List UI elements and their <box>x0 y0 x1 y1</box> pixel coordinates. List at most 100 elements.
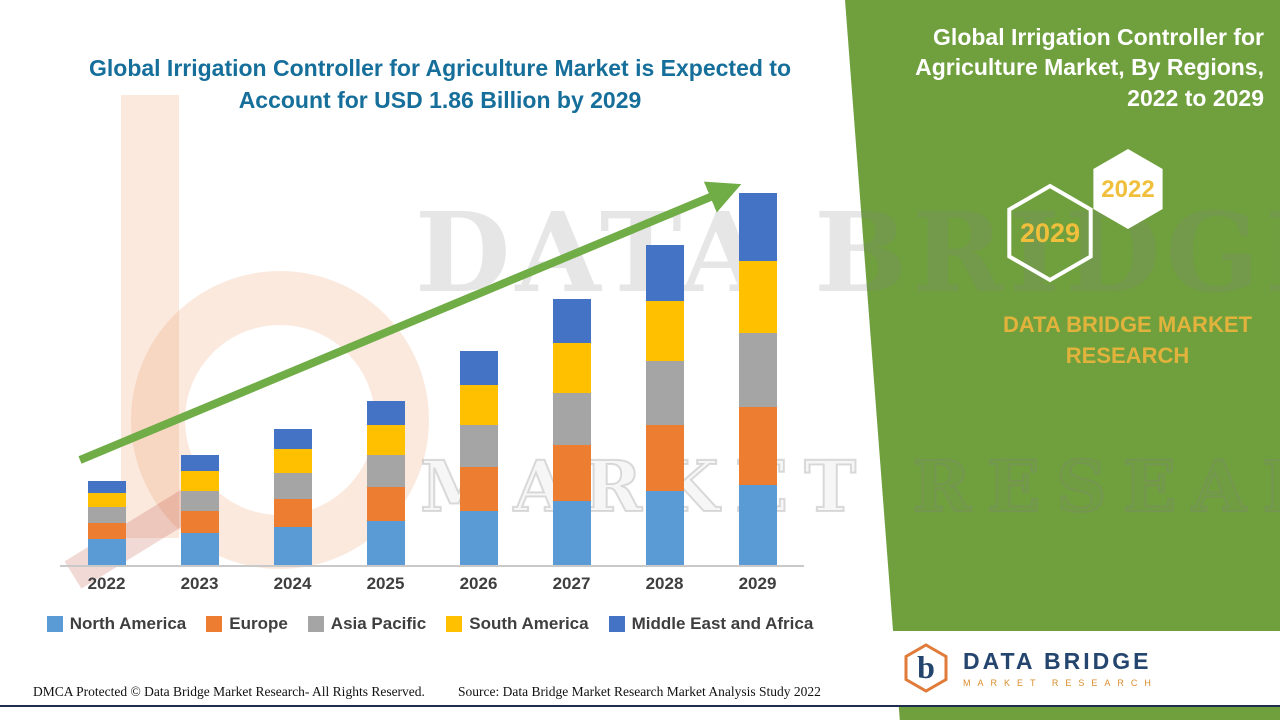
hexagon-2022-year: 2022 <box>1101 176 1154 203</box>
bar-segment-europe <box>180 511 219 533</box>
x-axis-label-2028: 2028 <box>645 574 684 593</box>
hexagon-2022-icon <box>1093 149 1163 229</box>
panel-brand-line2: RESEARCH <box>1065 342 1190 368</box>
panel-title-line3: 2022 to 2029 <box>1127 84 1264 111</box>
legend: North America Europe Asia Pacific South Ame… <box>30 614 830 634</box>
plot-area <box>60 165 804 567</box>
bar-segment-north-america <box>87 539 126 565</box>
bar-segment-south-america <box>366 425 405 455</box>
bar-segment-middle-east-and-africa <box>273 429 312 449</box>
bar-segment-europe <box>459 467 498 511</box>
legend-swatch <box>446 616 463 632</box>
legend-swatch <box>307 616 324 632</box>
bar-2023 <box>180 455 219 565</box>
x-axis-label-2029: 2029 <box>738 574 777 593</box>
x-axis-label-2024: 2024 <box>273 574 312 593</box>
legend-swatch <box>206 616 223 632</box>
bar-segment-europe <box>645 425 684 491</box>
bar-segment-europe <box>273 499 312 527</box>
bar-2028 <box>645 245 684 565</box>
bar-segment-middle-east-and-africa <box>645 245 684 301</box>
bar-segment-south-america <box>87 493 126 507</box>
bar-segment-asia-pacific <box>738 333 777 407</box>
bar-segment-europe <box>87 523 126 539</box>
legend-label: South America <box>469 614 589 633</box>
logo-name: DATA BRIDGE <box>963 648 1152 674</box>
bar-segment-asia-pacific <box>366 455 405 487</box>
bar-segment-asia-pacific <box>645 361 684 425</box>
bar-2027 <box>552 299 591 565</box>
chart-title-line2: Account for USD 1.86 Billion by 2029 <box>238 87 642 114</box>
bottom-rule <box>0 705 1280 707</box>
dmca-note: DMCA Protected © Data Bridge Market Rese… <box>33 684 425 699</box>
legend-item-asia-pacific: Asia Pacific <box>307 614 427 634</box>
bar-segment-south-america <box>645 301 684 361</box>
x-axis-label-2026: 2026 <box>459 574 498 593</box>
bar-segment-middle-east-and-africa <box>738 193 777 261</box>
legend-label: North America <box>69 614 187 633</box>
bar-segment-asia-pacific <box>273 473 312 499</box>
panel-brand-text: DATA BRIDGE MARKET RESEARCH <box>985 310 1270 372</box>
x-axis-label-2023: 2023 <box>180 574 219 593</box>
bar-2026 <box>459 351 498 565</box>
legend-item-europe: Europe <box>206 614 288 634</box>
hexagon-2029-year: 2029 <box>1020 218 1080 248</box>
bar-segment-south-america <box>738 261 777 333</box>
bar-segment-asia-pacific <box>552 393 591 445</box>
panel-title-line1: Global Irrigation Controller for <box>933 24 1264 50</box>
x-axis-label-2025: 2025 <box>366 574 405 593</box>
bar-segment-north-america <box>645 491 684 565</box>
year-hexagons: 2029 2022 <box>1007 149 1163 283</box>
bar-segment-south-america <box>552 343 591 393</box>
right-panel-background <box>845 0 1280 720</box>
bar-segment-middle-east-and-africa <box>552 299 591 343</box>
bar-segment-north-america <box>459 511 498 565</box>
bar-2024 <box>273 429 312 565</box>
panel-title-line2: Agriculture Market, By Regions, <box>915 54 1264 81</box>
bar-segment-north-america <box>366 521 405 565</box>
panel-brand-line1: DATA BRIDGE MARKET <box>1003 312 1252 337</box>
bar-segment-europe <box>366 487 405 521</box>
source-note: Source: Data Bridge Market Research Mark… <box>458 684 821 699</box>
legend-item-south-america: South America <box>446 614 589 634</box>
bar-segment-middle-east-and-africa <box>366 401 405 425</box>
bar-2022 <box>87 481 126 565</box>
logo-text: DATA BRIDGE MARKET RESEARCH <box>963 648 1158 688</box>
legend-swatch <box>46 616 63 632</box>
hexagon-2029-icon <box>1007 183 1093 283</box>
bar-segment-middle-east-and-africa <box>459 351 498 385</box>
bar-segment-south-america <box>273 449 312 473</box>
legend-label: Middle East and Africa <box>631 614 814 633</box>
bar-segment-asia-pacific <box>180 491 219 511</box>
chart-title: Global Irrigation Controller for Agricul… <box>60 52 820 116</box>
bar-segment-middle-east-and-africa <box>180 455 219 471</box>
x-axis-label-2027: 2027 <box>552 574 591 593</box>
legend-label: Asia Pacific <box>330 614 427 633</box>
bar-segment-europe <box>738 407 777 485</box>
logo-box: b DATA BRIDGE MARKET RESEARCH <box>882 631 1280 705</box>
bar-2025 <box>366 401 405 565</box>
data-bridge-logo-icon: b <box>904 643 948 693</box>
bar-segment-north-america <box>552 501 591 565</box>
svg-text:b: b <box>917 649 935 685</box>
bar-segment-europe <box>552 445 591 501</box>
bar-segment-south-america <box>180 471 219 491</box>
bar-segment-middle-east-and-africa <box>87 481 126 493</box>
logo-tagline: MARKET RESEARCH <box>963 678 1158 688</box>
bar-2029 <box>738 193 777 565</box>
legend-item-middle-east-and-africa: Middle East and Africa <box>608 614 814 634</box>
x-axis-label-2022: 2022 <box>87 574 126 593</box>
bar-segment-north-america <box>738 485 777 565</box>
panel-title: Global Irrigation Controller for Agricul… <box>894 22 1264 113</box>
bar-segment-south-america <box>459 385 498 425</box>
legend-item-north-america: North America <box>46 614 187 634</box>
x-axis-labels: 2022 2023 2024 2025 2026 2027 2028 2029 <box>60 574 804 598</box>
bar-segment-north-america <box>180 533 219 565</box>
bar-segment-asia-pacific <box>459 425 498 467</box>
bar-segment-north-america <box>273 527 312 565</box>
bar-segment-asia-pacific <box>87 507 126 523</box>
legend-swatch <box>608 616 625 632</box>
chart-title-line1: Global Irrigation Controller for Agricul… <box>88 55 792 81</box>
legend-label: Europe <box>229 614 288 633</box>
